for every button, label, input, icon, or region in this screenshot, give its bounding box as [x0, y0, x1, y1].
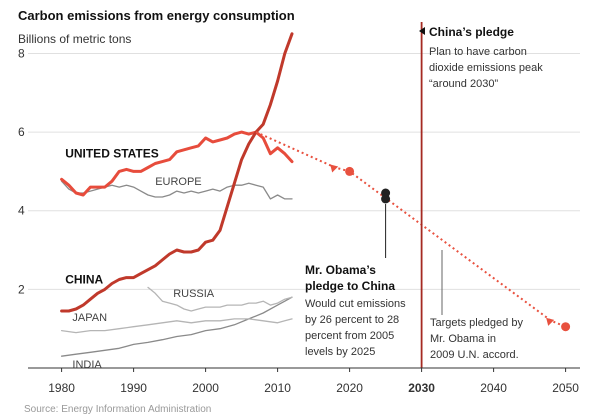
obama-china-line-3: levels by 2025 [305, 346, 375, 358]
obama-china-line-1: by 26 percent to 28 [305, 314, 399, 326]
obama-china-line-0: Would cut emissions [305, 298, 406, 310]
series-line-japan [60, 318, 293, 334]
x-tick-label-2030: 2030 [408, 381, 435, 395]
x-tick-label-2020: 2020 [336, 381, 363, 395]
y-tick-label-8: 8 [18, 46, 25, 60]
source-note: Source: Energy Information Administratio… [24, 404, 212, 415]
x-tick-label-2040: 2040 [480, 381, 507, 395]
annotations: CHINA UNITED STATES EUROPE RUSSIA JAPAN INDIA… [65, 25, 543, 371]
targets-line-0: Targets pledged by [430, 317, 523, 329]
obama-china-line-2: percent from 2005 [305, 330, 394, 342]
series-label-united-states: UNITED STATES [65, 147, 159, 161]
pledge-pointer-icon [419, 27, 425, 35]
projection-line [255, 131, 566, 328]
x-tick-label-1990: 1990 [120, 381, 147, 395]
projection [255, 131, 571, 332]
axes: 2 4 6 8 1980 1990 2000 2010 2020 2030 2040 2050 [18, 46, 580, 395]
projection-point-3 [561, 322, 571, 332]
x-tick-label-2000: 2000 [192, 381, 219, 395]
series-lines [60, 32, 294, 357]
y-tick-label-4: 4 [18, 204, 25, 218]
projection-arrow-2 [546, 317, 555, 326]
x-tick-label-2010: 2010 [264, 381, 291, 395]
gridlines [28, 52, 580, 290]
x-tick-label-1980: 1980 [48, 381, 75, 395]
x-tick-label-2050: 2050 [552, 381, 579, 395]
obama-china-title-0: Mr. Obama’s [305, 263, 376, 277]
chart-title: Carbon emissions from energy consumption [18, 8, 295, 23]
y-tick-label-6: 6 [18, 125, 25, 139]
projection-arrow-0 [330, 164, 339, 173]
series-line-india [60, 296, 293, 357]
series-label-japan: JAPAN [72, 312, 107, 324]
obama-china-title-1: pledge to China [305, 279, 395, 293]
china-pledge-title: China’s pledge [429, 25, 514, 39]
series-label-europe: EUROPE [155, 176, 201, 188]
china-pledge-line-2: “around 2030” [429, 78, 498, 90]
china-pledge-line-0: Plan to have carbon [429, 46, 527, 58]
targets-line-2: 2009 U.N. accord. [430, 349, 519, 361]
series-line-russia [147, 286, 293, 312]
series-label-india: INDIA [72, 359, 102, 371]
projection-point-1 [345, 166, 355, 176]
series-line-united-states [60, 130, 294, 197]
line-chart: CHINA UNITED STATES EUROPE RUSSIA JAPAN INDIA… [18, 22, 580, 395]
series-label-china: CHINA [65, 272, 103, 286]
y-axis-label: Billions of metric tons [18, 32, 132, 46]
y-tick-label-2: 2 [18, 282, 25, 296]
obama-china-point-1 [381, 194, 391, 204]
china-pledge-line-1: dioxide emissions peak [429, 62, 543, 74]
targets-line-1: Mr. Obama in [430, 333, 496, 345]
series-line-china [60, 32, 294, 313]
series-label-russia: RUSSIA [173, 288, 215, 300]
